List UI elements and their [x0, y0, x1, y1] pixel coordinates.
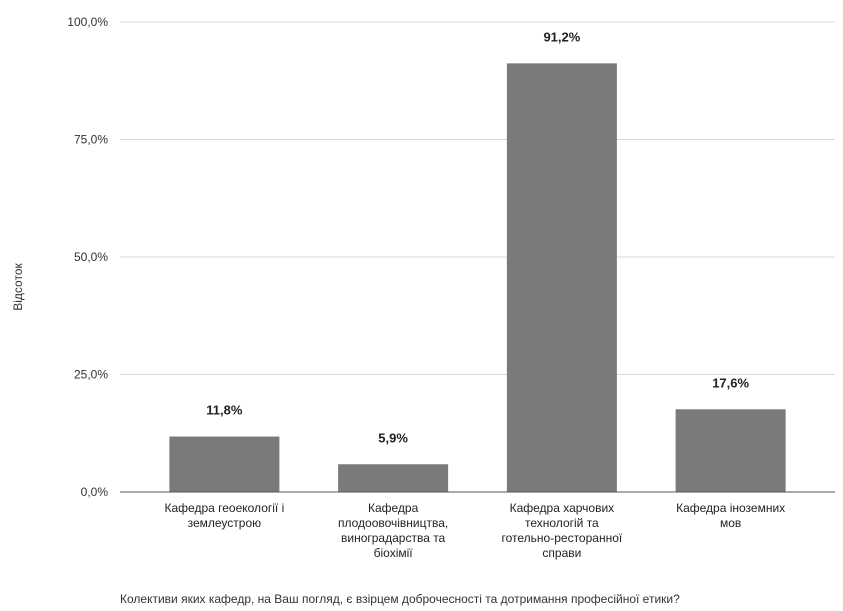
category-label: Кафедра геоекології і землеустрою: [165, 501, 285, 530]
y-tick-label: 25,0%: [74, 368, 108, 382]
x-axis-title: Колективи яких кафедр, на Ваш погляд, є …: [120, 592, 680, 606]
data-label: 11,8%: [206, 403, 243, 418]
data-labels: 11,8% 5,9% 91,2% 17,6%: [206, 29, 749, 445]
bar: [338, 464, 449, 492]
category-label: Кафедра іноземних мов: [676, 501, 785, 530]
bar: [169, 436, 280, 492]
data-label: 91,2%: [543, 29, 580, 44]
category-labels: Кафедра геоекології і землеустрою Кафедра п…: [165, 501, 786, 560]
category-label: Кафедра харчових технологій та готельно-ре…: [502, 501, 623, 560]
data-label: 5,9%: [378, 430, 408, 445]
y-tick-label: 50,0%: [74, 250, 108, 264]
bar: [506, 63, 617, 493]
data-label: 17,6%: [712, 375, 749, 390]
category-label: Кафедра плодоовочівництва, виноградарства …: [338, 501, 448, 560]
y-tick-label: 100,0%: [67, 15, 108, 29]
gridlines: [120, 21, 835, 375]
bar: [675, 409, 786, 492]
y-axis-title: Відсоток: [11, 263, 25, 311]
bars: [169, 63, 786, 493]
y-tick-label: 75,0%: [74, 133, 108, 147]
y-axis-ticks: 0,0% 25,0% 50,0% 75,0% 100,0%: [67, 15, 108, 499]
y-tick-label: 0,0%: [81, 485, 109, 499]
